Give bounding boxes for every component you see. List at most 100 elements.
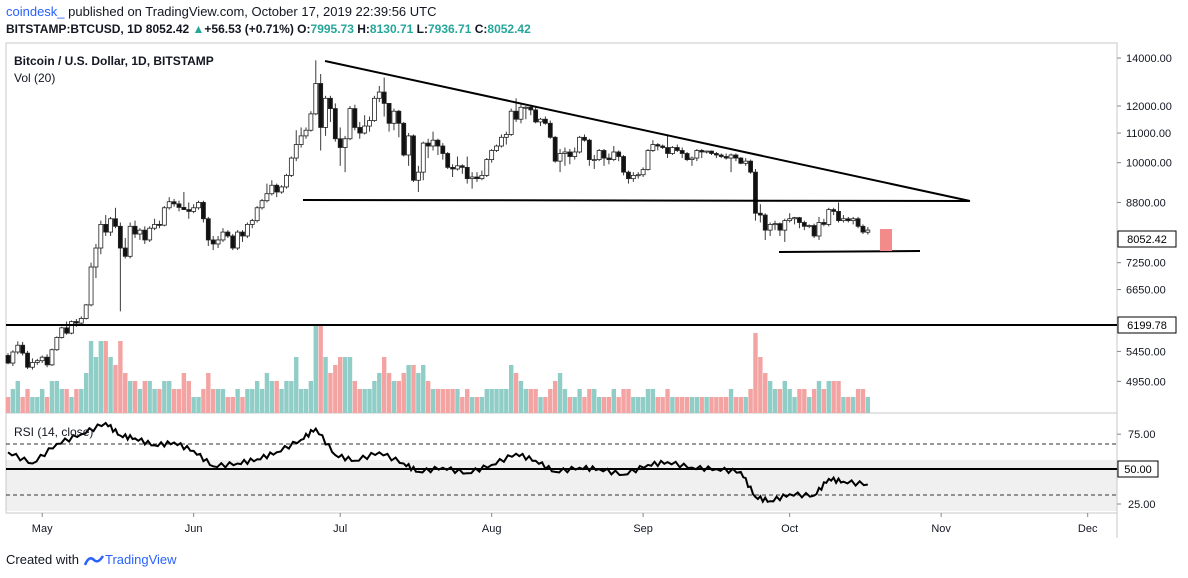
candle <box>523 105 529 120</box>
volume-bar <box>621 389 626 413</box>
volume-bar <box>191 397 196 413</box>
candle <box>699 148 705 159</box>
price-tick-label: 12000.00 <box>1126 101 1172 113</box>
candle <box>450 164 455 178</box>
volume-bar <box>35 397 40 413</box>
candle <box>142 226 148 244</box>
time-tick-label: Sep <box>633 523 653 535</box>
volume-bar <box>606 397 612 413</box>
candle <box>5 353 11 365</box>
candle <box>303 127 309 139</box>
volume-bar <box>313 325 318 413</box>
range-support-line <box>778 250 921 253</box>
volume-bar <box>181 373 187 413</box>
candle <box>767 222 773 236</box>
candle <box>464 156 470 184</box>
candle <box>54 336 60 351</box>
candle <box>201 200 206 223</box>
candle <box>215 235 221 249</box>
volume-bar <box>679 397 685 413</box>
candle <box>801 220 807 231</box>
time-tick-label: Oct <box>781 523 798 535</box>
volume-bar <box>670 397 675 413</box>
price-tick-label: 10000.00 <box>1126 158 1172 170</box>
candle <box>679 147 685 159</box>
volume-bar <box>176 389 182 413</box>
volume-bar <box>675 397 680 413</box>
volume-bar <box>543 397 548 413</box>
candle <box>826 207 832 227</box>
time-tick-label: Jul <box>333 523 347 535</box>
volume-bar <box>83 373 89 413</box>
volume-bar <box>772 389 778 413</box>
candle <box>372 95 377 122</box>
candles-layer <box>5 60 871 370</box>
price-axis[interactable]: 14000.00 12000.00 11000.00 10000.00 8800.00 7… <box>1117 53 1172 388</box>
volume-bar <box>416 373 421 413</box>
candle <box>494 144 499 152</box>
volume-bar <box>274 381 279 413</box>
candle <box>39 355 45 364</box>
volume-bar <box>196 397 201 413</box>
low-value: 7936.71 <box>427 22 472 36</box>
volume-bar <box>836 381 841 413</box>
volume-bar <box>689 397 695 413</box>
candle <box>787 213 793 223</box>
candle <box>122 237 128 259</box>
open-label: O: <box>297 22 311 36</box>
candle <box>137 228 143 240</box>
volume-bar <box>484 389 489 413</box>
price-tick-label: 14000.00 <box>1126 53 1172 65</box>
volume-bar <box>513 373 519 413</box>
candle <box>489 148 495 163</box>
candle <box>425 138 431 159</box>
volume-bar <box>157 389 162 413</box>
volume-bar <box>123 373 128 413</box>
volume-bar <box>30 397 35 413</box>
volume-bar <box>777 389 783 413</box>
volume-bar <box>362 389 367 413</box>
candle <box>586 138 592 166</box>
volume-bar <box>303 389 309 413</box>
time-axis[interactable]: May Jun Jul Aug Sep Oct Nov Dec <box>32 513 1098 535</box>
volume-bar <box>25 389 30 413</box>
volume-bar <box>616 397 621 413</box>
candle <box>381 77 387 117</box>
volume-bar <box>250 389 255 413</box>
candle <box>415 165 421 193</box>
rsi-value-label: 50.00 <box>1124 464 1152 476</box>
candle <box>49 348 55 367</box>
volume-bar <box>391 381 397 413</box>
candle <box>230 234 236 251</box>
volume-bar <box>655 397 660 413</box>
candle <box>161 205 167 227</box>
candle <box>782 218 788 242</box>
tradingview-link[interactable]: TradingView <box>83 552 177 567</box>
volume-bar <box>113 365 118 413</box>
volume-bar <box>118 341 123 413</box>
candle <box>244 222 250 238</box>
volume-bar <box>240 397 245 413</box>
change-arrow-icon: ▲ <box>192 22 205 36</box>
volume-bar <box>377 373 382 413</box>
author-link[interactable]: coindesk_ <box>6 4 65 19</box>
volume-bar <box>787 389 792 413</box>
volume-bar <box>5 397 11 413</box>
candle <box>616 150 622 162</box>
candle <box>792 216 797 225</box>
candle <box>15 341 21 355</box>
high-label: H: <box>357 22 370 36</box>
candle <box>508 108 514 136</box>
trendlines[interactable] <box>6 60 1117 326</box>
candle <box>113 207 118 229</box>
candle <box>171 198 177 207</box>
candle <box>821 218 827 227</box>
candle <box>274 183 280 198</box>
last-price-label: 8052.42 <box>1127 234 1167 246</box>
volume-bar <box>132 381 138 413</box>
candle <box>469 172 475 189</box>
volume-bar <box>284 381 289 413</box>
volume-bar <box>850 397 856 413</box>
volume-bar <box>44 397 50 413</box>
